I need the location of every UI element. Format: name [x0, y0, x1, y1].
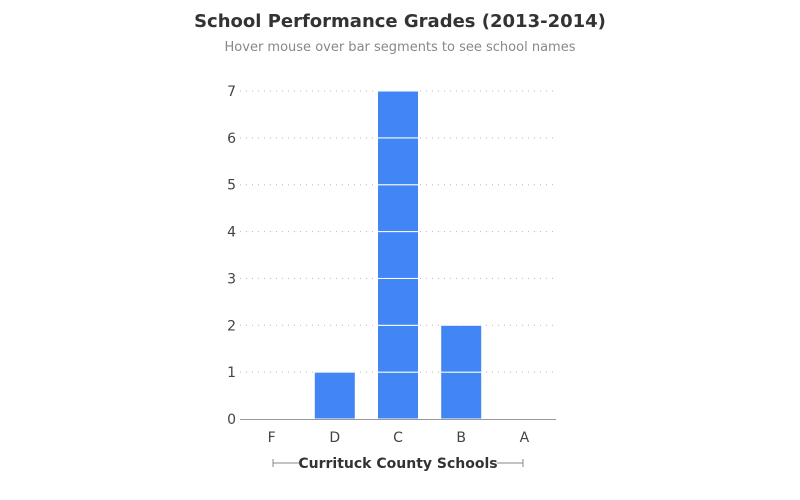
- x-tick-label: D: [329, 430, 340, 446]
- bar-D[interactable]: [313, 371, 356, 420]
- x-tick-label: B: [456, 430, 466, 446]
- x-tick-label: C: [393, 430, 403, 446]
- y-tick-labels: 0 1 2 3 4 5 6 7: [227, 84, 236, 428]
- bar-segment[interactable]: [377, 137, 419, 186]
- chart-title: School Performance Grades (2013-2014): [194, 11, 606, 32]
- y-tick-label: 5: [227, 178, 236, 194]
- x-tick-label: A: [520, 430, 530, 446]
- y-tick-label: 6: [227, 131, 236, 147]
- chart-subtitle: Hover mouse over bar segments to see sch…: [225, 40, 576, 55]
- y-tick-label: 1: [227, 365, 236, 381]
- bar-segment[interactable]: [440, 371, 483, 420]
- bar-segment[interactable]: [377, 231, 419, 279]
- bar-segment[interactable]: [377, 184, 419, 233]
- x-axis-title: Currituck County Schools: [272, 456, 524, 472]
- bars: [313, 90, 483, 420]
- y-tick-label: 7: [227, 84, 236, 100]
- x-axis-label: Currituck County Schools: [298, 456, 497, 472]
- bar-segment[interactable]: [440, 324, 483, 373]
- bar-B[interactable]: [440, 324, 483, 420]
- y-tick-label: 2: [227, 318, 236, 334]
- bar-segment[interactable]: [377, 371, 419, 420]
- bar-segment[interactable]: [313, 371, 356, 420]
- y-tick-label: 4: [227, 225, 236, 241]
- bar-segment[interactable]: [377, 277, 419, 326]
- bar-C[interactable]: [377, 90, 419, 420]
- y-tick-label: 3: [227, 271, 236, 287]
- bar-segment[interactable]: [377, 90, 419, 139]
- y-tick-label: 0: [227, 412, 236, 428]
- bar-segment[interactable]: [377, 324, 419, 373]
- x-tick-label: F: [268, 430, 276, 446]
